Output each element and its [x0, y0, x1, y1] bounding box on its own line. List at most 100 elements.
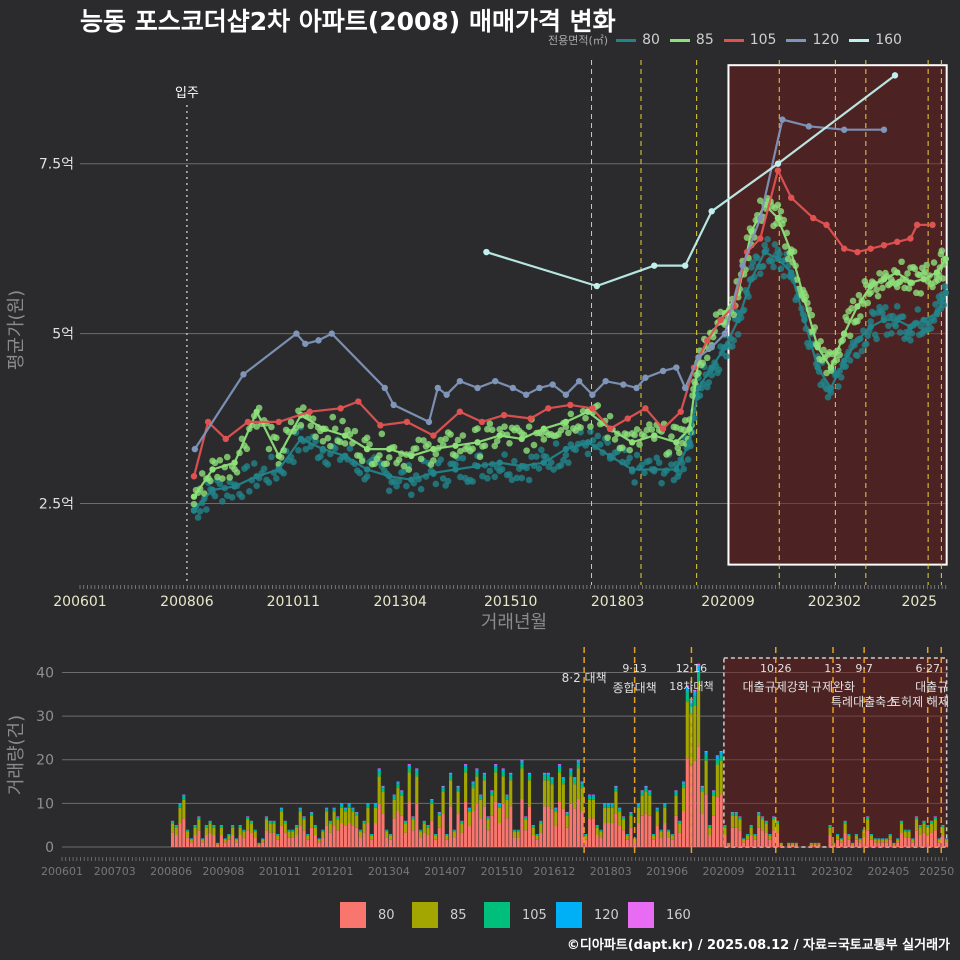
point-80	[386, 473, 393, 480]
bar-105	[227, 834, 231, 836]
bar-80	[197, 830, 201, 847]
bar-80	[306, 839, 310, 847]
bar-80	[712, 815, 716, 847]
point-80	[486, 467, 494, 475]
point-105	[659, 425, 667, 432]
bar-120	[933, 816, 937, 818]
bar-120	[877, 838, 881, 839]
bar-160	[941, 825, 945, 826]
bar-105	[231, 826, 235, 828]
bar-85	[313, 827, 317, 835]
point-85	[523, 447, 530, 454]
point-85	[324, 434, 332, 442]
point-80	[892, 322, 900, 330]
bar-85	[494, 772, 498, 802]
point-85	[425, 441, 432, 448]
bar-105	[460, 821, 464, 824]
bar-80	[193, 835, 197, 847]
point-85	[417, 455, 425, 463]
bar-105	[302, 817, 306, 820]
point-80	[668, 461, 675, 468]
bar-85	[911, 839, 915, 843]
bar-120	[291, 829, 295, 831]
bar-85	[817, 843, 821, 845]
point-105	[880, 242, 888, 249]
point-85	[253, 408, 260, 415]
bar-80	[760, 830, 765, 847]
bar-105	[377, 771, 381, 777]
bar-85	[843, 823, 847, 833]
bar-160	[734, 812, 738, 813]
bar-160	[467, 807, 471, 809]
bar-80	[685, 758, 689, 847]
bar-120	[625, 834, 629, 835]
bar-160	[325, 807, 329, 809]
bar-105	[629, 813, 633, 816]
bar-80	[851, 844, 855, 847]
bar-120	[569, 769, 573, 772]
bar-85	[937, 839, 941, 843]
bar-120	[775, 821, 780, 822]
bar-120	[370, 834, 374, 835]
bar-105	[866, 817, 870, 820]
bar-legend-item-160: 160	[628, 902, 691, 928]
bar-85	[896, 839, 900, 843]
point-85	[207, 477, 214, 485]
bar-80	[467, 825, 471, 847]
bar-105	[779, 842, 783, 844]
bar-160	[497, 803, 502, 804]
point-160	[708, 208, 715, 215]
bar-160	[693, 689, 697, 692]
series-line-85	[193, 203, 947, 498]
bar-85	[178, 807, 182, 823]
point-85	[253, 423, 260, 430]
point-85	[190, 500, 198, 508]
point-120	[633, 384, 640, 392]
bar-80	[854, 839, 858, 847]
bar-160	[708, 825, 712, 826]
point-85	[565, 429, 572, 437]
bar-85	[403, 823, 408, 833]
point-85	[474, 425, 481, 432]
bar-80	[418, 837, 423, 847]
bar-105	[208, 821, 212, 824]
bar-120	[268, 821, 272, 822]
bar-105	[482, 775, 486, 781]
bar-80	[640, 815, 644, 847]
point-80	[749, 259, 757, 266]
bar-85	[787, 843, 791, 845]
bar-160	[471, 781, 475, 783]
point-85	[506, 439, 513, 447]
bar-105	[520, 763, 524, 769]
point-120	[191, 445, 199, 453]
bar-160	[302, 816, 306, 817]
point-85	[376, 452, 383, 459]
bar-105	[753, 834, 757, 836]
bar-120	[381, 786, 385, 789]
bar-105	[524, 817, 528, 820]
bar-120	[907, 829, 911, 831]
bar-85	[704, 760, 708, 795]
bar-120	[452, 829, 456, 831]
bar-85	[832, 843, 836, 845]
bar-80	[298, 825, 302, 847]
point-85	[341, 432, 349, 439]
point-80	[498, 466, 506, 473]
point-80	[513, 474, 521, 482]
x-tick-label: 201803	[591, 594, 644, 610]
bar-85	[298, 811, 302, 826]
bar-160	[614, 785, 618, 787]
bar-80	[347, 823, 351, 847]
bar-120	[899, 821, 904, 822]
point-80	[631, 479, 638, 486]
bar-80	[302, 830, 306, 847]
point-80	[888, 330, 895, 337]
bar-y-tick-label: 40	[36, 665, 54, 681]
bar-160	[681, 781, 686, 783]
point-85	[849, 297, 857, 305]
point-80	[754, 254, 761, 262]
bar-105	[610, 805, 614, 808]
bar-80	[189, 842, 193, 847]
point-85	[297, 421, 305, 429]
bar-105	[287, 830, 291, 832]
